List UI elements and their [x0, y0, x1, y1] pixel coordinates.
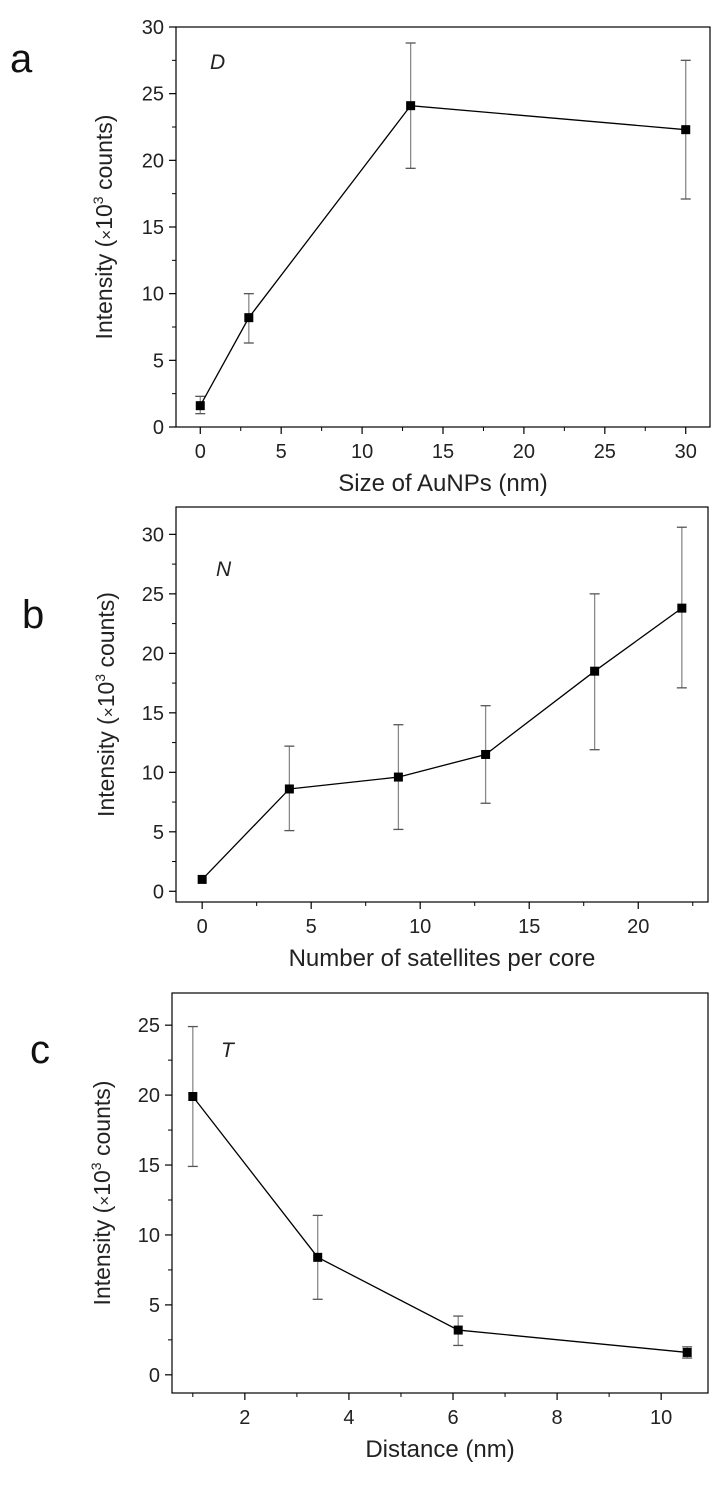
data-point	[197, 874, 207, 884]
x-axis-label: Size of AuNPs (nm)	[338, 470, 547, 497]
x-tick-label: 10	[409, 916, 431, 938]
series-line	[201, 607, 683, 880]
data-point	[677, 603, 687, 613]
panel-letter: b	[22, 593, 44, 637]
x-tick-label: 30	[675, 441, 697, 463]
panel-letter: a	[10, 37, 33, 81]
y-tick-label: 15	[142, 217, 164, 239]
x-tick-label: 6	[447, 1407, 458, 1429]
x-tick-label: 10	[351, 441, 373, 463]
x-tick-label: 20	[513, 441, 535, 463]
data-point	[406, 101, 416, 111]
x-tick-label: 25	[594, 441, 616, 463]
y-tick-label: 20	[142, 150, 164, 172]
y-tick-label: 30	[142, 524, 164, 546]
y-tick-label: 20	[138, 1085, 160, 1107]
y-tick-label: 20	[142, 643, 164, 665]
x-axis-label: Number of satellites per core	[289, 945, 596, 972]
panel-annotation: T	[221, 1039, 236, 1062]
y-tick-label: 10	[138, 1225, 160, 1247]
plot-frame	[175, 26, 711, 428]
data-point	[195, 401, 205, 411]
data-point	[453, 1325, 463, 1335]
panel-b: 0 5 10 15 20 0 5 10 15 20 25 30 Number of satellites…	[22, 506, 709, 972]
y-tick-label: 25	[138, 1015, 160, 1037]
panel-letter: c	[30, 1028, 50, 1072]
data-point	[393, 772, 403, 782]
data-point	[590, 666, 600, 676]
x-tick-label: 8	[552, 1407, 563, 1429]
data-point	[284, 784, 294, 794]
y-tick-label: 5	[149, 1295, 160, 1317]
x-tick-label: 15	[432, 441, 454, 463]
x-axis-label: Distance (nm)	[365, 1436, 514, 1463]
data-point	[682, 1347, 692, 1357]
y-tick-label: 5	[153, 350, 164, 372]
data-point	[244, 313, 254, 323]
series-line	[199, 104, 686, 406]
y-tick-label: 10	[142, 284, 164, 306]
data-point	[481, 749, 491, 759]
y-tick-label: 15	[138, 1155, 160, 1177]
data-point	[681, 125, 691, 135]
x-tick-label: 5	[276, 441, 287, 463]
y-tick-label: 10	[142, 762, 164, 784]
x-tick-label: 2	[239, 1407, 250, 1429]
y-tick-label: 0	[149, 1365, 160, 1387]
x-tick-label: 0	[197, 916, 208, 938]
x-tick-label: 20	[627, 916, 649, 938]
y-tick-label: 0	[153, 417, 164, 439]
x-tick-label: 0	[195, 441, 206, 463]
panel-annotation: N	[216, 558, 232, 581]
panel-c: 2 4 6 8 10 0 5 10 15 20 25 Distance (nm) Intensity (…	[30, 992, 709, 1463]
panel-a: 0 5 10 15 20 25 30 0 5 10 15 20 25 30 Size of AuNPs (n…	[10, 17, 711, 497]
y-axis-label: Intensity (×103 counts)	[88, 1081, 115, 1306]
y-tick-label: 25	[142, 84, 164, 106]
y-axis-label: Intensity (×103 counts)	[90, 115, 117, 340]
x-tick-label: 4	[343, 1407, 354, 1429]
data-point	[188, 1091, 198, 1101]
x-tick-label: 10	[650, 1407, 672, 1429]
data-point	[313, 1252, 323, 1262]
x-tick-label: 5	[306, 916, 317, 938]
y-tick-label: 15	[142, 703, 164, 725]
panel-annotation: D	[210, 51, 225, 74]
y-tick-label: 25	[142, 584, 164, 606]
plot-frame	[171, 992, 709, 1394]
y-axis-label: Intensity (×103 counts)	[92, 592, 119, 817]
y-tick-label: 5	[153, 822, 164, 844]
series-line	[192, 1096, 688, 1354]
plot-frame	[175, 506, 709, 903]
y-tick-label: 30	[142, 17, 164, 39]
y-tick-label: 0	[153, 881, 164, 903]
x-tick-label: 15	[518, 916, 540, 938]
